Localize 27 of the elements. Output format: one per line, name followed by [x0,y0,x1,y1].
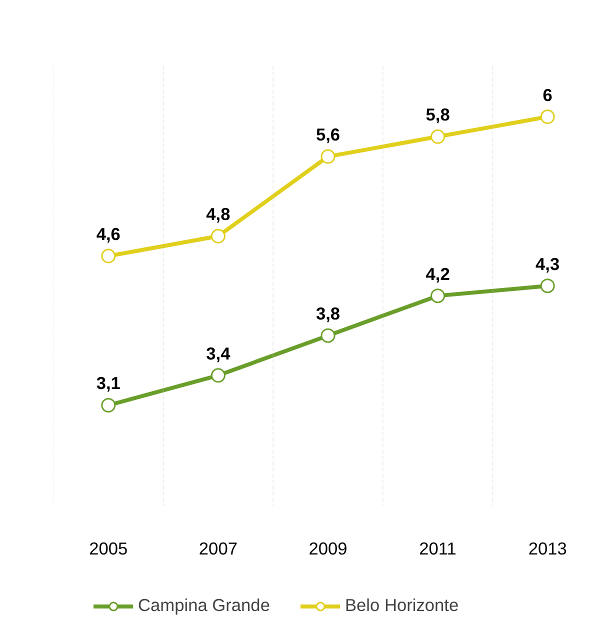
legend-label: Belo Horizonte [344,595,459,616]
point [320,149,336,164]
point [320,328,336,343]
data-label: 3,4 [206,343,231,364]
point [430,129,446,144]
data-label: 5,8 [426,104,450,125]
x-tick-label: 2009 [308,538,348,558]
point [430,288,446,304]
legend-label: Campina Grande [138,595,270,616]
data-label: 4,6 [96,224,121,244]
data-label: 3,8 [316,304,340,324]
data-label: 3,1 [96,373,121,394]
point [540,110,555,124]
data-label: 4,8 [206,204,231,224]
x-tick-label: 2011 [419,538,456,558]
x-tick-label: 2007 [198,538,238,558]
x-tick-label: 2013 [528,538,567,558]
data-label: 4,3 [536,254,560,274]
point [101,248,116,264]
x-tick-label: 2005 [89,538,128,558]
point [540,278,555,294]
point [210,368,226,383]
point [210,228,226,244]
data-label: 5,6 [316,124,340,145]
point [101,398,116,412]
data-label: 4,2 [426,264,450,284]
data-label: 6 [542,84,553,105]
